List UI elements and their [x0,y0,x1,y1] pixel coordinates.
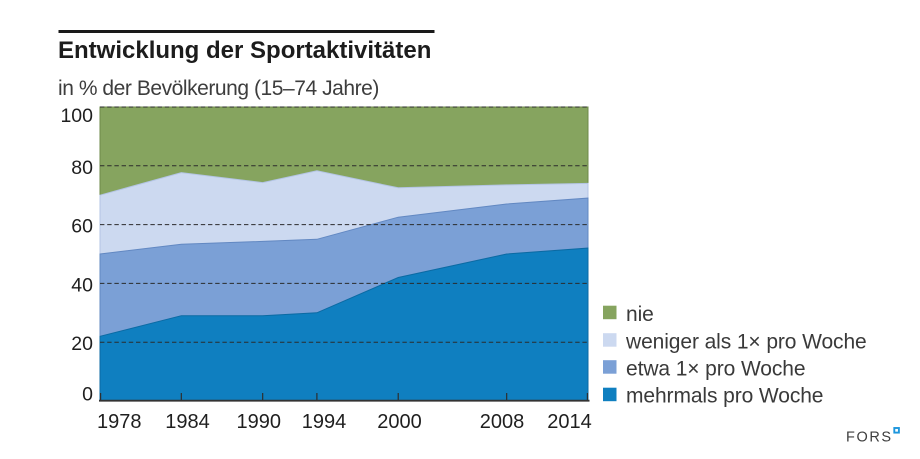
svg-text:60: 60 [71,216,93,238]
svg-text:1994: 1994 [302,411,347,433]
svg-text:1978: 1978 [97,411,142,433]
svg-text:2014: 2014 [547,411,592,433]
svg-text:etwa 1× pro Woche: etwa 1× pro Woche [626,357,805,380]
svg-text:nie: nie [626,303,654,326]
svg-text:weniger als 1× pro Woche: weniger als 1× pro Woche [625,330,867,353]
svg-text:20: 20 [71,333,93,355]
svg-text:1990: 1990 [237,411,282,433]
svg-text:80: 80 [71,157,93,179]
svg-text:2008: 2008 [480,411,525,433]
svg-text:FORS: FORS [846,430,893,446]
svg-text:Entwicklung der Sportaktivität: Entwicklung der Sportaktivitäten [58,37,431,64]
svg-text:40: 40 [71,274,93,296]
svg-text:1984: 1984 [165,411,210,433]
svg-text:100: 100 [60,105,93,127]
svg-text:2000: 2000 [377,411,422,433]
svg-text:0: 0 [82,384,93,406]
svg-text:in % der Bevölkerung (15–74 Ja: in % der Bevölkerung (15–74 Jahre) [58,77,379,100]
svg-text:mehrmals pro Woche: mehrmals pro Woche [626,385,823,408]
